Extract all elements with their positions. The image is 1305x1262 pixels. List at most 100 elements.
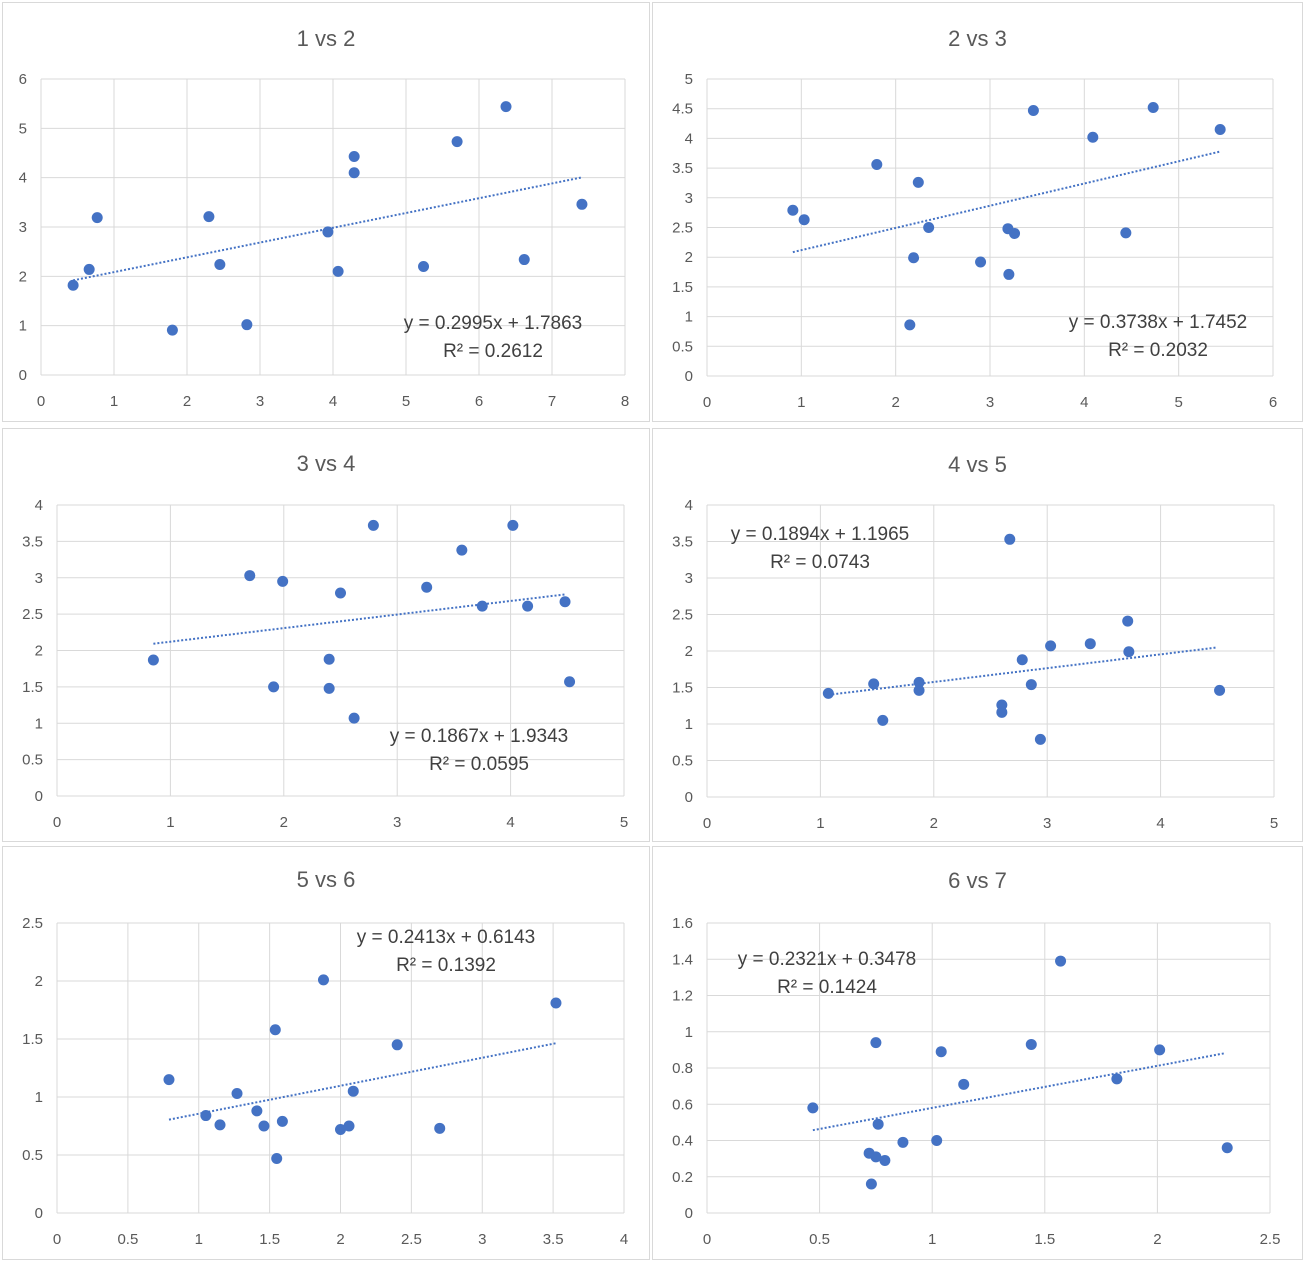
trendline [153, 593, 566, 645]
y-tick-label: 2 [685, 643, 693, 660]
data-point [1016, 654, 1028, 666]
x-tick-label: 5 [1270, 815, 1278, 832]
data-point [897, 1136, 909, 1148]
trendline [828, 646, 1218, 696]
x-tick-label: 7 [548, 393, 556, 410]
chart-title: 4 vs 5 [948, 452, 1007, 477]
data-point [276, 1115, 288, 1127]
data-point [870, 1151, 882, 1163]
y-tick-label: 0.6 [672, 1096, 693, 1113]
y-tick-label: 0.5 [672, 753, 693, 770]
x-tick-label: 2.5 [1260, 1231, 1281, 1248]
scatter-chart-6-vs-7: 6 vs 7 0 0.5 1 1.5 2 2.5 0 0.2 0.4 0.6 0.8 1 1.2 1.4 1.… [672, 868, 1281, 1248]
y-tick-label: 0 [685, 368, 693, 385]
y-tick-label: 2.5 [22, 915, 43, 932]
data-point [1045, 640, 1057, 652]
data-point [323, 653, 335, 665]
data-point [996, 706, 1008, 718]
x-tick-label: 2 [336, 1231, 344, 1248]
data-point [200, 1110, 212, 1122]
x-tick-label: 6 [475, 393, 483, 410]
data-point [322, 226, 334, 238]
data-point [975, 256, 987, 268]
data-point [269, 1024, 281, 1036]
data-point [421, 581, 433, 593]
trendline-equation: y = 0.1894x + 1.1965 [731, 524, 910, 545]
y-tick-label: 2 [35, 643, 43, 660]
data-point [348, 167, 360, 179]
data-point [166, 324, 178, 336]
data-point [913, 676, 925, 688]
r-squared-label: R² = 0.0595 [429, 754, 529, 775]
r-squared-label: R² = 0.0743 [770, 552, 870, 573]
x-tick-label: 3 [393, 814, 401, 831]
data-point [912, 176, 924, 188]
trendline-equation: y = 0.2413x + 0.6143 [357, 927, 536, 948]
chart-panel-5-vs-6: 5 vs 6 0 0.5 1 1.5 2 2.5 3 3.5 4 0 0.5 1 1.5 2 2.5 y = 0… [2, 846, 650, 1260]
y-tick-label: 3.5 [672, 160, 693, 177]
x-tick-label: 3 [478, 1231, 486, 1248]
x-tick-label: 3 [986, 394, 994, 411]
x-tick-label: 2 [891, 394, 899, 411]
y-tick-label: 1.2 [672, 988, 693, 1005]
y-tick-label: 4 [685, 497, 693, 514]
r-squared-label: R² = 0.1392 [396, 955, 496, 976]
y-tick-label: 3.5 [22, 533, 43, 550]
data-point [1221, 1142, 1233, 1154]
y-tick-label: 4 [19, 170, 27, 187]
y-tick-label: 1.5 [22, 679, 43, 696]
data-point [787, 204, 799, 216]
trendline [168, 1042, 557, 1121]
y-tick-label: 1 [35, 1089, 43, 1106]
data-point [1120, 227, 1132, 239]
chart-title: 6 vs 7 [948, 868, 1007, 893]
data-point [1025, 1038, 1037, 1050]
data-point [332, 265, 344, 277]
data-point [323, 682, 335, 694]
data-point [317, 974, 329, 986]
data-point [1214, 684, 1226, 696]
y-tick-label: 2.5 [672, 220, 693, 237]
y-tick-label: 2.5 [672, 607, 693, 624]
scatter-chart-5-vs-6: 5 vs 6 0 0.5 1 1.5 2 2.5 3 3.5 4 0 0.5 1 1.5 2 2.5 y = 0… [22, 867, 628, 1248]
scatter-chart-3-vs-4: 3 vs 4 0 1 2 3 4 5 0 0.5 1 1.5 2 2.5 3 3.5 4 y = 0.1867x… [22, 451, 628, 831]
y-tick-label: 3 [685, 190, 693, 207]
data-point [271, 1152, 283, 1164]
data-point [935, 1046, 947, 1058]
data-point [908, 252, 920, 264]
chart-panel-3-vs-4: 3 vs 4 0 1 2 3 4 5 0 0.5 1 1.5 2 2.5 3 3.5 4 y = 0.1867x… [2, 428, 650, 842]
scatter-chart-4-vs-5: 4 vs 5 0 1 2 3 4 5 0 0.5 1 1.5 2 2.5 3 3.5 4 y = 0.1894x… [672, 452, 1278, 832]
data-point [214, 258, 226, 270]
x-tick-label: 1.5 [259, 1231, 280, 1248]
y-tick-label: 6 [19, 71, 27, 88]
y-tick-label: 5 [19, 120, 27, 137]
data-point [476, 600, 488, 612]
data-point [418, 260, 430, 272]
x-tick-label: 2 [930, 815, 938, 832]
data-point [348, 150, 360, 162]
data-point [203, 211, 215, 223]
r-squared-label: R² = 0.1424 [777, 977, 877, 998]
y-tick-label: 0 [19, 367, 27, 384]
x-tick-label: 0.5 [117, 1231, 138, 1248]
x-tick-label: 4 [1080, 394, 1088, 411]
data-point [500, 101, 512, 113]
y-tick-label: 1.5 [672, 279, 693, 296]
y-tick-label: 1.4 [672, 951, 693, 968]
chart-title: 2 vs 3 [948, 26, 1007, 51]
data-point [335, 587, 346, 599]
y-tick-label: 4 [685, 130, 693, 147]
data-point [241, 319, 253, 331]
x-tick-label: 4 [1156, 815, 1164, 832]
y-tick-label: 1.5 [672, 680, 693, 697]
x-tick-label: 2 [1153, 1231, 1161, 1248]
data-point [147, 654, 159, 666]
y-tick-label: 3 [19, 219, 27, 236]
x-tick-label: 1 [928, 1231, 936, 1248]
y-tick-label: 0.5 [672, 338, 693, 355]
x-tick-label: 1 [195, 1231, 203, 1248]
x-tick-label: 0.5 [809, 1231, 830, 1248]
data-point [391, 1039, 403, 1051]
data-point [1111, 1073, 1123, 1085]
data-point [576, 198, 588, 210]
